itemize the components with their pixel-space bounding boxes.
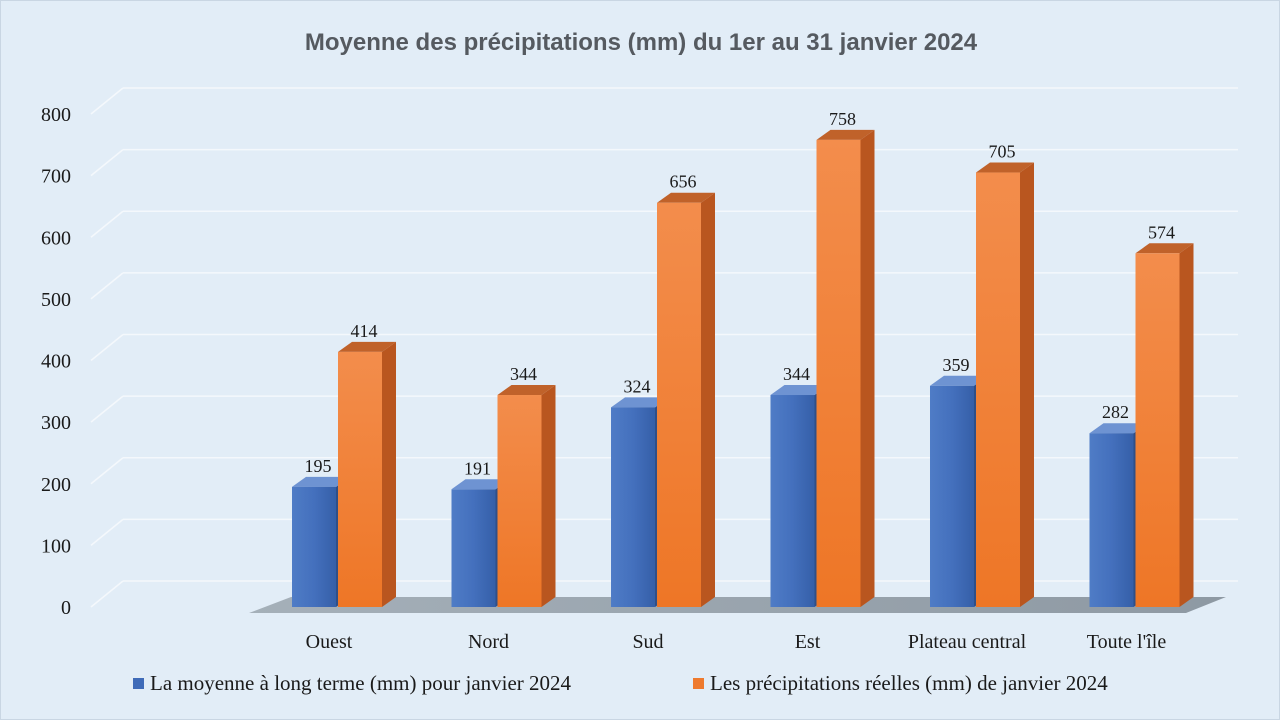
bar-top: [451, 479, 510, 490]
bar-actual: [338, 351, 382, 607]
bar-side: [541, 385, 556, 607]
gridline-depth: [90, 87, 124, 115]
data-label: 359: [943, 355, 970, 375]
bar-actual: [816, 139, 861, 607]
y-tick-label: 300: [41, 412, 71, 434]
bar-top: [930, 375, 988, 386]
bar-top: [497, 385, 556, 396]
bar-long-term: [292, 486, 336, 607]
data-label: 574: [1148, 222, 1175, 242]
bar-side: [382, 341, 396, 607]
bar-top: [816, 129, 875, 140]
legend-swatch-orange: [693, 678, 704, 689]
bar-long-term: [770, 395, 815, 607]
data-label: 656: [670, 172, 697, 192]
legend-label-long-term: La moyenne à long terme (mm) pour janvie…: [150, 671, 572, 695]
y-tick-label: 700: [41, 166, 71, 188]
legend-item-long-term: La moyenne à long terme (mm) pour janvie…: [133, 671, 571, 696]
y-tick-label: 400: [41, 351, 71, 373]
gridline-depth: [90, 395, 124, 423]
bar-side: [860, 129, 875, 607]
x-tick-label: Toute l'île: [1087, 631, 1167, 653]
data-label: 758: [829, 109, 856, 129]
gridline-depth: [90, 457, 124, 485]
bar-top: [657, 192, 715, 203]
bar-side: [1020, 162, 1034, 607]
bar-actual: [976, 172, 1020, 607]
legend-swatch-blue: [133, 678, 144, 689]
data-label: 344: [783, 364, 810, 384]
bar-long-term: [1089, 433, 1134, 607]
bar-top: [1135, 243, 1194, 254]
bar-side: [701, 192, 715, 608]
x-tick-label: Est: [795, 631, 821, 653]
bar-actual: [1135, 253, 1180, 607]
legend-label-actual: Les précipitations réelles (mm) de janvi…: [710, 671, 1108, 695]
y-tick-label: 200: [41, 474, 71, 496]
data-label: 282: [1102, 402, 1129, 422]
bar-side: [1179, 243, 1194, 607]
gridline-depth: [90, 210, 124, 238]
legend: La moyenne à long terme (mm) pour janvie…: [1, 671, 1280, 701]
bar-top: [1089, 423, 1148, 434]
data-label: 195: [305, 456, 332, 476]
y-tick-label: 0: [61, 597, 71, 619]
y-tick-label: 100: [41, 535, 71, 557]
chart-title: Moyenne des précipitations (mm) du 1er a…: [304, 29, 978, 56]
bar-top: [770, 385, 829, 396]
bar-top: [976, 162, 1034, 173]
y-tick-label: 800: [41, 104, 71, 126]
bar-top: [292, 476, 350, 487]
x-tick-label: Plateau central: [908, 631, 1027, 653]
gridline-depth: [90, 580, 124, 608]
data-label: 191: [464, 458, 491, 478]
bar-long-term: [930, 385, 974, 607]
data-label: 705: [989, 142, 1016, 162]
gridline-depth: [90, 333, 124, 362]
gridline-depth: [90, 149, 124, 177]
x-tick-label: Ouest: [306, 631, 353, 653]
data-label: 344: [510, 364, 537, 384]
data-label: 414: [351, 321, 378, 341]
x-tick-label: Sud: [632, 631, 663, 653]
x-tick-label: Nord: [468, 631, 509, 653]
bar-long-term: [451, 489, 496, 607]
bar-actual: [497, 395, 542, 607]
y-tick-label: 500: [41, 289, 71, 311]
data-label: 324: [624, 376, 651, 396]
bar-actual: [657, 202, 701, 608]
bar-top: [338, 341, 396, 352]
gridline-depth: [90, 518, 124, 546]
floor-shadow: [249, 597, 1226, 613]
y-tick-label: 600: [41, 227, 71, 249]
gridline-depth: [90, 272, 124, 300]
bar-top: [611, 397, 669, 408]
legend-item-actual: Les précipitations réelles (mm) de janvi…: [693, 671, 1108, 696]
bar-long-term: [611, 407, 655, 607]
